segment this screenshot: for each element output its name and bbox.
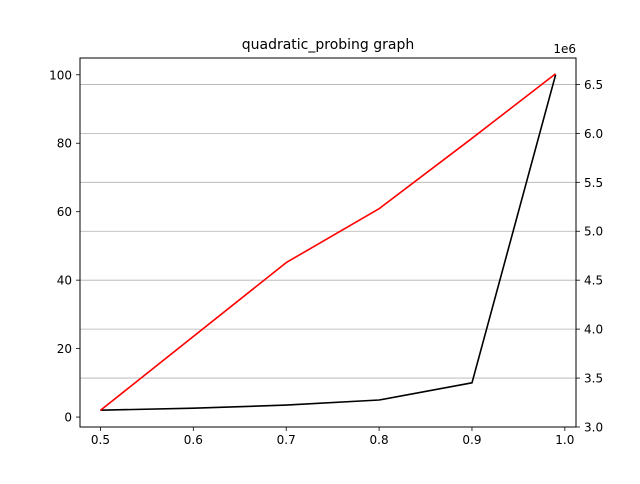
y-left-tick-label-1: 20 bbox=[57, 342, 72, 356]
y-right-tick-label-0: 3.0 bbox=[584, 421, 603, 435]
x-tick-label-5: 1.0 bbox=[555, 433, 574, 447]
x-tick-label-4: 0.9 bbox=[462, 433, 481, 447]
series-line-1 bbox=[99, 73, 557, 412]
right-axis-offset-label: 1e6 bbox=[553, 42, 576, 56]
y-left-tick-label-2: 40 bbox=[57, 274, 72, 288]
y-right-tick-label-2: 4.0 bbox=[584, 323, 603, 337]
y-right-tick-label-7: 6.5 bbox=[584, 78, 603, 92]
x-tick-label-1: 0.6 bbox=[184, 433, 203, 447]
y-left-tick-label-0: 0 bbox=[64, 411, 72, 425]
y-left-tick-label-3: 60 bbox=[57, 205, 72, 219]
x-tick-label-3: 0.8 bbox=[370, 433, 389, 447]
y-axis-right: 3.0 3.5 4.0 4.5 5.0 5.5 6.0 6.5 bbox=[576, 78, 603, 435]
y-left-tick-label-4: 80 bbox=[57, 137, 72, 151]
y-left-tick-label-5: 100 bbox=[49, 68, 72, 82]
x-axis: 0.5 0.6 0.7 0.8 0.9 1.0 bbox=[91, 427, 574, 447]
series-line-0 bbox=[100, 74, 557, 411]
series-layer bbox=[99, 73, 557, 412]
y-right-tick-label-1: 3.5 bbox=[584, 372, 603, 386]
x-tick-label-2: 0.7 bbox=[277, 433, 296, 447]
y-right-tick-label-5: 5.5 bbox=[584, 176, 603, 190]
chart-title: quadratic_probing graph bbox=[242, 37, 415, 53]
y-axis-left: 0 20 40 60 80 100 bbox=[49, 68, 80, 425]
x-tick-label-0: 0.5 bbox=[91, 433, 110, 447]
plot-frame bbox=[79, 57, 577, 428]
y-right-tick-label-3: 4.5 bbox=[584, 274, 603, 288]
y-right-tick-label-4: 5.0 bbox=[584, 225, 603, 239]
grid-layer bbox=[80, 84, 576, 428]
y-right-tick-label-6: 6.0 bbox=[584, 127, 603, 141]
